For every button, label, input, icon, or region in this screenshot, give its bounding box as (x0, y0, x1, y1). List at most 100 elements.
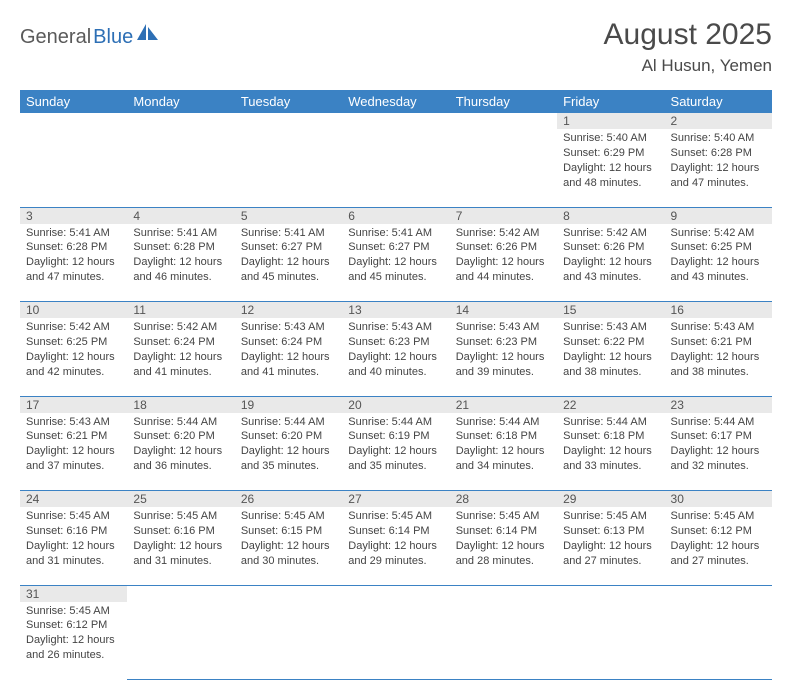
day-cell: Sunrise: 5:42 AMSunset: 6:26 PMDaylight:… (557, 224, 664, 302)
day-cell: Sunrise: 5:42 AMSunset: 6:24 PMDaylight:… (127, 318, 234, 396)
day-info-line: Sunrise: 5:44 AM (456, 415, 551, 430)
day-info-line: Daylight: 12 hours and 47 minutes. (26, 255, 121, 285)
day-number: 21 (450, 396, 557, 413)
day-info-line: Sunrise: 5:44 AM (133, 415, 228, 430)
day-number: 2 (665, 113, 772, 129)
day-number: 18 (127, 396, 234, 413)
day-number: 29 (557, 491, 664, 508)
day-info-line: Daylight: 12 hours and 39 minutes. (456, 350, 551, 380)
day-cell: Sunrise: 5:40 AMSunset: 6:28 PMDaylight:… (665, 129, 772, 207)
day-info-line: Sunrise: 5:45 AM (26, 604, 121, 619)
month-title: August 2025 (604, 18, 772, 52)
day-info-line: Sunset: 6:20 PM (133, 429, 228, 444)
day-info-line: Sunrise: 5:43 AM (563, 320, 658, 335)
day-number: 25 (127, 491, 234, 508)
day-info-line: Daylight: 12 hours and 43 minutes. (671, 255, 766, 285)
day-number: 10 (20, 302, 127, 319)
location-label: Al Husun, Yemen (604, 56, 772, 76)
day-info-line: Sunset: 6:12 PM (671, 524, 766, 539)
day-info-line: Sunrise: 5:45 AM (133, 509, 228, 524)
day-info-line: Daylight: 12 hours and 41 minutes. (133, 350, 228, 380)
day-number-row: 31 (20, 585, 772, 602)
day-cell (127, 602, 234, 680)
day-number: 27 (342, 491, 449, 508)
day-info-line: Daylight: 12 hours and 41 minutes. (241, 350, 336, 380)
day-cell: Sunrise: 5:43 AMSunset: 6:23 PMDaylight:… (342, 318, 449, 396)
day-number: 9 (665, 207, 772, 224)
day-info-line: Sunrise: 5:42 AM (563, 226, 658, 241)
day-number (342, 585, 449, 602)
day-info-line: Daylight: 12 hours and 27 minutes. (671, 539, 766, 569)
weekday-header: Tuesday (235, 90, 342, 113)
day-cell: Sunrise: 5:44 AMSunset: 6:20 PMDaylight:… (235, 413, 342, 491)
weekday-header: Friday (557, 90, 664, 113)
day-info-line: Daylight: 12 hours and 31 minutes. (133, 539, 228, 569)
day-info-line: Daylight: 12 hours and 43 minutes. (563, 255, 658, 285)
day-cell: Sunrise: 5:43 AMSunset: 6:21 PMDaylight:… (20, 413, 127, 491)
day-number (450, 113, 557, 129)
day-cell: Sunrise: 5:45 AMSunset: 6:16 PMDaylight:… (20, 507, 127, 585)
day-cell: Sunrise: 5:41 AMSunset: 6:28 PMDaylight:… (20, 224, 127, 302)
day-info-line: Daylight: 12 hours and 31 minutes. (26, 539, 121, 569)
day-number: 5 (235, 207, 342, 224)
weekday-header: Sunday (20, 90, 127, 113)
day-info-line: Daylight: 12 hours and 36 minutes. (133, 444, 228, 474)
day-cell: Sunrise: 5:42 AMSunset: 6:26 PMDaylight:… (450, 224, 557, 302)
day-content-row: Sunrise: 5:45 AMSunset: 6:12 PMDaylight:… (20, 602, 772, 680)
day-info-line: Sunrise: 5:41 AM (348, 226, 443, 241)
day-info-line: Sunrise: 5:44 AM (671, 415, 766, 430)
day-info-line: Sunset: 6:17 PM (671, 429, 766, 444)
day-info-line: Sunrise: 5:40 AM (563, 131, 658, 146)
day-number: 20 (342, 396, 449, 413)
day-info-line: Sunset: 6:26 PM (563, 240, 658, 255)
day-info-line: Sunset: 6:24 PM (133, 335, 228, 350)
day-number (127, 585, 234, 602)
day-info-line: Daylight: 12 hours and 47 minutes. (671, 161, 766, 191)
day-info-line: Sunset: 6:26 PM (456, 240, 551, 255)
day-cell (450, 602, 557, 680)
day-info-line: Sunset: 6:27 PM (241, 240, 336, 255)
day-info-line: Sunset: 6:13 PM (563, 524, 658, 539)
day-cell: Sunrise: 5:44 AMSunset: 6:18 PMDaylight:… (557, 413, 664, 491)
day-cell: Sunrise: 5:40 AMSunset: 6:29 PMDaylight:… (557, 129, 664, 207)
day-info-line: Sunset: 6:12 PM (26, 618, 121, 633)
day-cell: Sunrise: 5:44 AMSunset: 6:19 PMDaylight:… (342, 413, 449, 491)
day-cell: Sunrise: 5:45 AMSunset: 6:14 PMDaylight:… (342, 507, 449, 585)
day-number (342, 113, 449, 129)
day-info-line: Sunrise: 5:43 AM (456, 320, 551, 335)
day-cell: Sunrise: 5:43 AMSunset: 6:24 PMDaylight:… (235, 318, 342, 396)
day-info-line: Daylight: 12 hours and 37 minutes. (26, 444, 121, 474)
day-info-line: Sunset: 6:18 PM (456, 429, 551, 444)
day-number (127, 113, 234, 129)
day-cell (342, 129, 449, 207)
logo-text-blue: Blue (93, 26, 133, 49)
day-number (665, 585, 772, 602)
day-number: 7 (450, 207, 557, 224)
day-number: 26 (235, 491, 342, 508)
weekday-header: Thursday (450, 90, 557, 113)
day-info-line: Sunrise: 5:43 AM (348, 320, 443, 335)
day-info-line: Sunset: 6:29 PM (563, 146, 658, 161)
day-info-line: Sunrise: 5:43 AM (241, 320, 336, 335)
day-cell: Sunrise: 5:41 AMSunset: 6:27 PMDaylight:… (342, 224, 449, 302)
calendar-table: Sunday Monday Tuesday Wednesday Thursday… (20, 90, 772, 680)
day-number-row: 12 (20, 113, 772, 129)
day-cell: Sunrise: 5:45 AMSunset: 6:12 PMDaylight:… (20, 602, 127, 680)
sail-icon (137, 24, 159, 45)
day-number: 19 (235, 396, 342, 413)
day-info-line: Sunrise: 5:42 AM (26, 320, 121, 335)
logo: General Blue (20, 18, 159, 51)
day-info-line: Daylight: 12 hours and 28 minutes. (456, 539, 551, 569)
day-info-line: Sunset: 6:21 PM (671, 335, 766, 350)
day-cell: Sunrise: 5:43 AMSunset: 6:23 PMDaylight:… (450, 318, 557, 396)
day-cell (450, 129, 557, 207)
day-info-line: Daylight: 12 hours and 45 minutes. (241, 255, 336, 285)
day-info-line: Sunrise: 5:42 AM (133, 320, 228, 335)
day-number: 15 (557, 302, 664, 319)
day-content-row: Sunrise: 5:41 AMSunset: 6:28 PMDaylight:… (20, 224, 772, 302)
day-cell: Sunrise: 5:43 AMSunset: 6:22 PMDaylight:… (557, 318, 664, 396)
day-number: 28 (450, 491, 557, 508)
day-number: 3 (20, 207, 127, 224)
day-info-line: Sunrise: 5:45 AM (456, 509, 551, 524)
day-info-line: Sunset: 6:23 PM (456, 335, 551, 350)
